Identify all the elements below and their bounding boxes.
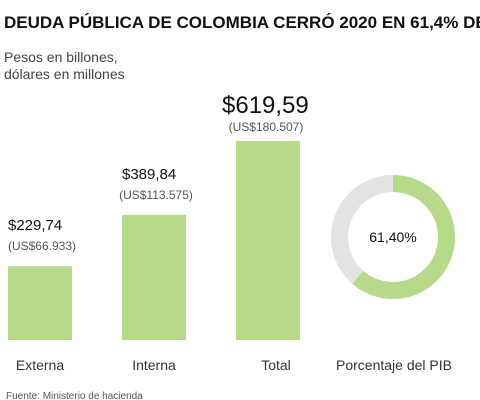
chart-title: DEUDA PÚBLICA DE COLOMBIA CERRÓ 2020 EN … [4,13,480,32]
source-note: Fuente: Ministerio de hacienda [6,391,143,400]
usd-label-interna: (US$113.575) [119,188,193,202]
chart-subtitle-line-1: Pesos en billones, [4,49,118,65]
value-label-interna: $389,84 [122,166,176,183]
donut-group: 61,40% Porcentaje del PIB [331,175,456,373]
donut-value-label: 61,40% [369,229,416,245]
category-label-total: Total [261,357,291,373]
category-label-externa: Externa [16,357,64,373]
bar-total [236,141,300,340]
bars-group: $229,74 (US$66.933) Externa $389,84 (US$113.… [8,92,309,373]
value-label-externa: $229,74 [8,217,62,234]
bar-externa [8,266,72,340]
usd-label-externa: (US$66.933) [8,239,76,253]
usd-label-total: (US$180.507) [229,120,304,134]
donut-remainder-slice [331,175,393,284]
donut-pib-slice [352,175,456,299]
category-label-porcentaje-pib: Porcentaje del PIB [336,357,452,373]
bar-interna [122,214,186,340]
chart-subtitle-line-2: dólares en millones [4,66,125,82]
value-label-total: $619,59 [222,92,309,119]
category-label-interna: Interna [132,357,176,373]
